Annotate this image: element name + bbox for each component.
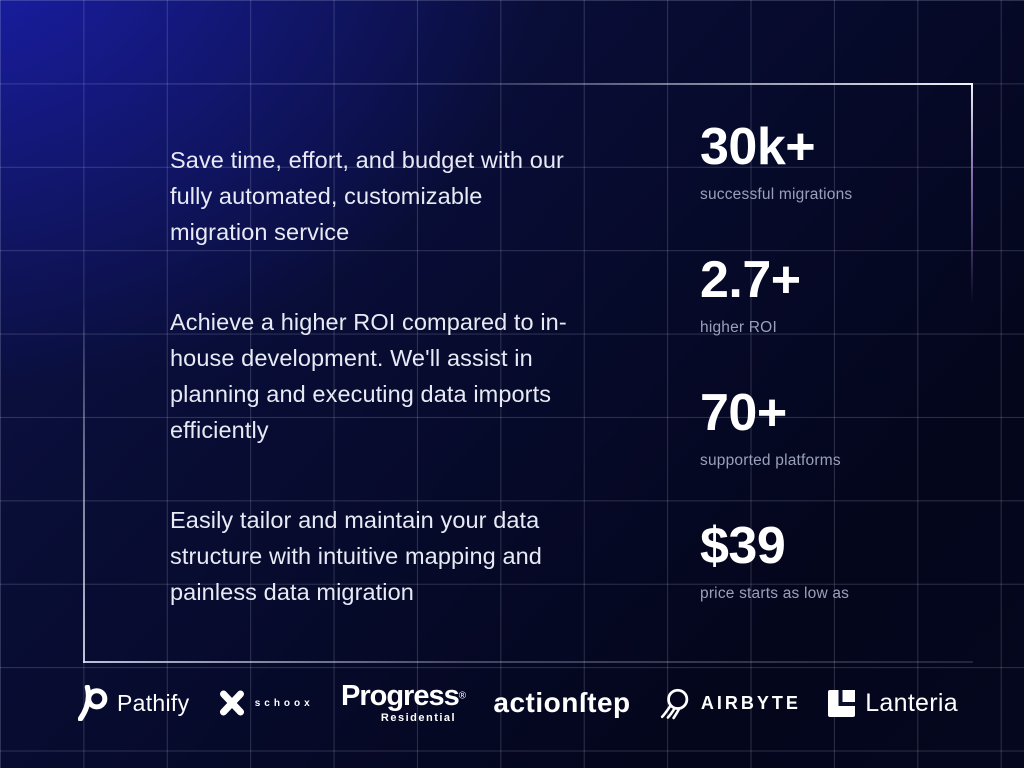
logo-schoox: schoox [217,688,314,718]
benefits-list: Save time, effort, and budget with our f… [170,142,568,664]
actionstep-wordmark: actionſtep [493,687,631,718]
lanteria-wordmark: Lanteria [865,688,958,717]
stat-migrations-value: 30k+ [700,118,816,176]
pathify-wordmark: Pathify [117,689,190,716]
lanteria-l-icon [828,689,856,717]
logo-airbyte: AIRBYTE [658,687,801,720]
stat-roi-value: 2.7+ [700,251,801,309]
logo-progress-residential: Progress® Residential [341,682,466,724]
stat-migrations-label: successful migrations [700,186,853,203]
schoox-wordmark: schoox [254,697,314,709]
stat-roi: 2.7+ higher ROI [700,254,980,337]
stat-migrations: 30k+ successful migrations [700,121,980,204]
stat-platforms: 70+ supported platforms [700,387,980,470]
stat-platforms-value: 70+ [700,384,787,442]
stat-price-label: price starts as low as [700,585,850,602]
schoox-x-icon [217,688,247,718]
logo-actionstep: actionſtep [493,687,630,719]
benefit-roi: Achieve a higher ROI compared to in-hous… [170,309,567,443]
customer-logo-strip: Pathify schoox Progress® Residential act… [0,676,1024,730]
progress-residential-subtext: Residential [380,712,457,724]
logo-pathify: Pathify [78,685,189,721]
frame-edge-top [83,83,973,85]
pathify-swirl-icon [78,685,108,721]
airbyte-octopus-icon [658,687,691,720]
airbyte-wordmark: AIRBYTE [700,692,801,713]
stat-roi-label: higher ROI [700,319,777,336]
logo-lanteria: Lanteria [828,689,958,718]
progress-wordmark: Progress [341,680,460,712]
frame-edge-left [83,83,85,663]
benefit-mapping: Easily tailor and maintain your data str… [170,507,542,605]
benefit-automation: Save time, effort, and budget with our f… [170,147,564,245]
stat-platforms-label: supported platforms [700,452,841,469]
registered-mark-icon: ® [458,690,467,702]
stats-column: 30k+ successful migrations 2.7+ higher R… [700,121,980,653]
progress-wordmark-row: Progress® [341,682,466,711]
stat-price: $39 price starts as low as [700,520,980,603]
stat-price-value: $39 [700,517,786,575]
